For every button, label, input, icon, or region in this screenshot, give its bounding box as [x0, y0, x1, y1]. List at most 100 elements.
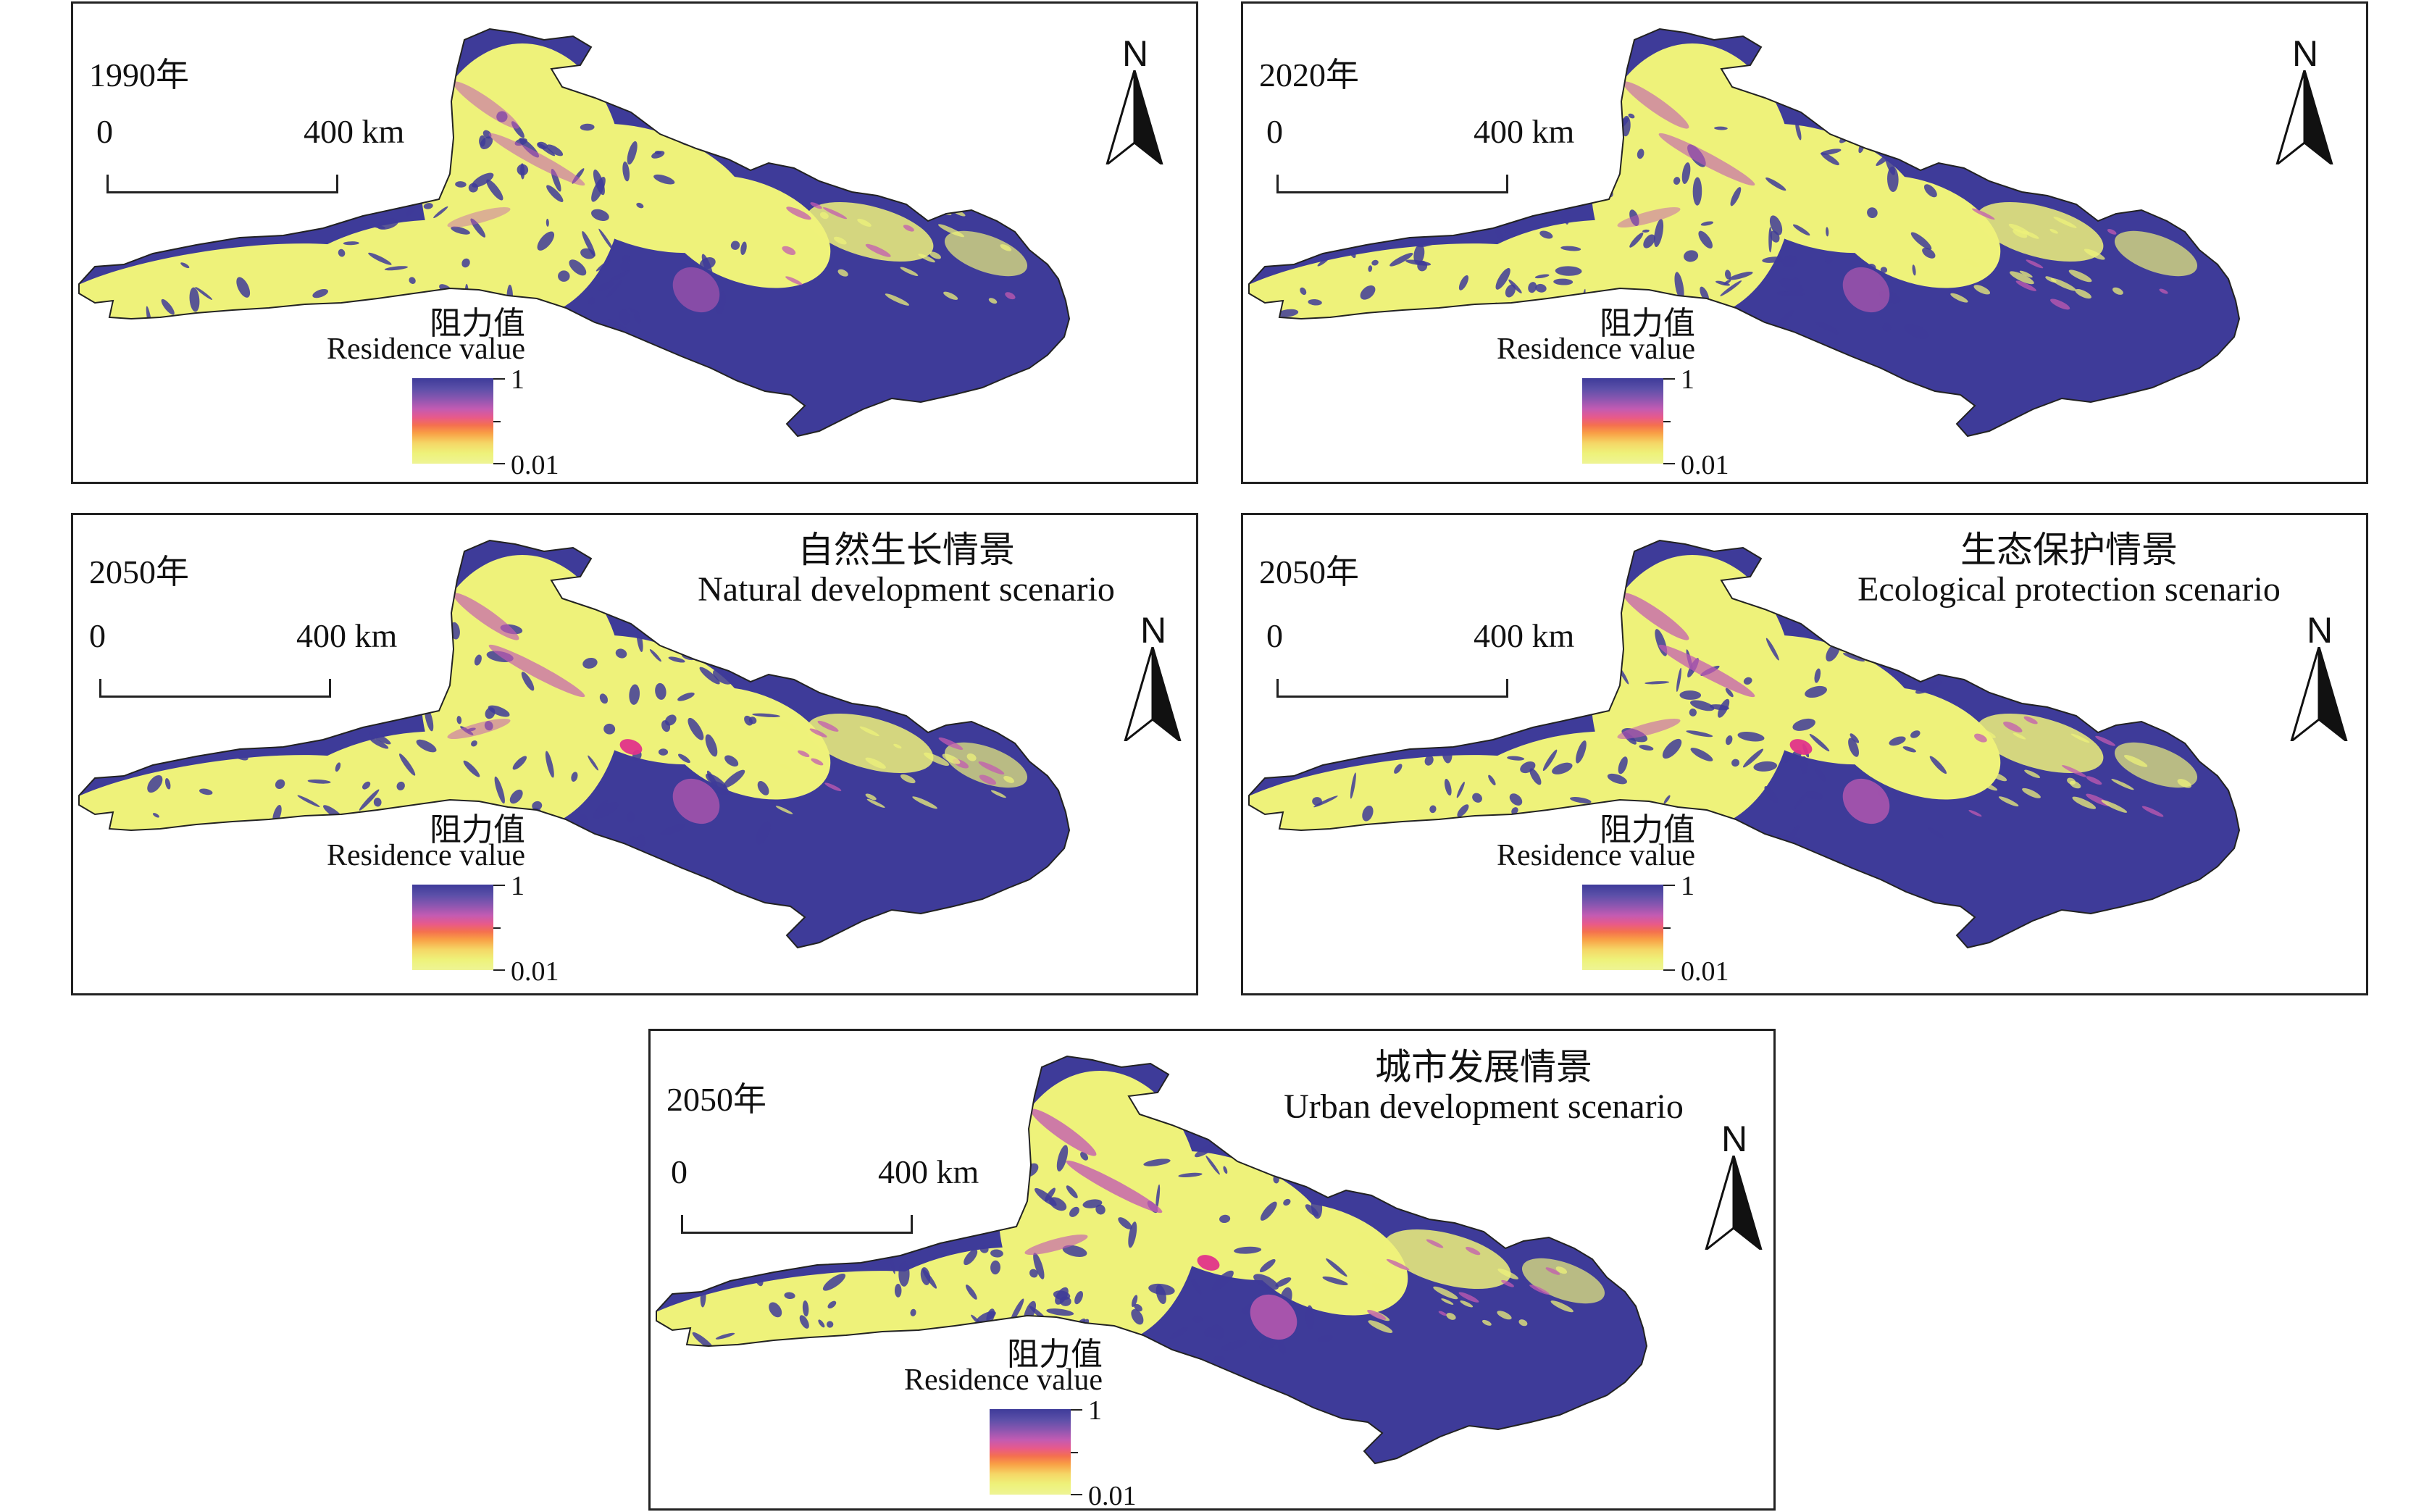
legend-tick-mid — [1663, 927, 1671, 929]
north-letter: N — [2292, 33, 2319, 74]
legend-tick-mid — [493, 421, 501, 422]
legend-tick-mid — [1663, 421, 1671, 422]
scale-bar-line — [1276, 679, 1508, 698]
resistance-map-2020 — [1248, 28, 2241, 438]
legend-max-label: 1 — [511, 364, 524, 395]
north-arrow-icon — [1106, 70, 1163, 164]
legend-tick-high — [493, 378, 505, 380]
scale-start-label: 0 — [671, 1153, 688, 1190]
scale-start-label: 0 — [89, 617, 106, 654]
legend-title-zh: 阻力值 — [430, 812, 525, 848]
legend-title-zh: 阻力值 — [430, 306, 525, 341]
legend-title-en: Residence value — [904, 1363, 1103, 1397]
scale-bar-line — [681, 1215, 913, 1234]
legend: 阻力值 Residence value 1 0.01 — [1497, 297, 1758, 480]
legend-title-zh: 阻力值 — [1007, 1337, 1103, 1372]
north-letter: N — [2307, 610, 2333, 651]
legend-tick-high — [1663, 378, 1675, 380]
legend-max-label: 1 — [1088, 1395, 1102, 1426]
scale-end-label: 400 km — [296, 617, 398, 654]
north-arrow-icon — [1705, 1156, 1763, 1250]
scale-bar: 0 400 km — [89, 617, 397, 698]
legend-min-label: 0.01 — [511, 450, 559, 480]
resistance-map-2050-urban — [656, 1055, 1648, 1465]
map-panel-2020: 2020年 0 400 km N 阻力值 Residence value 1 0… — [1241, 1, 2368, 484]
scale-start-label: 0 — [96, 113, 113, 150]
north-arrow: N — [2286, 609, 2352, 747]
scale-end-label: 400 km — [878, 1153, 979, 1190]
north-arrow: N — [1701, 1118, 1766, 1256]
legend-color-ramp — [990, 1409, 1071, 1495]
scenario-title-zh: 城市发展情景 — [1375, 1047, 1592, 1087]
scale-start-label: 0 — [1266, 617, 1283, 654]
legend-tick-low — [493, 463, 505, 464]
panel-year: 1990年 — [89, 57, 189, 93]
scale-bar-line — [99, 679, 331, 698]
resistance-map-2050-natural — [78, 539, 1071, 949]
scale-start-label: 0 — [1266, 113, 1283, 150]
legend-title-en: Residence value — [327, 333, 526, 366]
scenario-title: 城市发展情景 Urban development scenario — [1223, 1047, 1744, 1127]
legend-tick-high — [493, 885, 505, 886]
legend-title-zh: 阻力值 — [1600, 812, 1695, 848]
region-shape — [656, 1055, 1648, 1465]
scale-bar: 0 400 km — [1266, 617, 1574, 698]
scenario-title: 生态保护情景 Ecological protection scenario — [1801, 530, 2337, 609]
legend-title-en: Residence value — [327, 839, 526, 872]
scenario-title-zh: 生态保护情景 — [1960, 530, 2178, 570]
map-panel-2050-natural: 2050年 自然生长情景 Natural development scenari… — [71, 513, 1198, 995]
north-arrow-icon — [2275, 70, 2333, 164]
map-panel-1990: 1990年 0 400 km N 阻力值 Residence value 1 0… — [71, 1, 1198, 484]
north-arrow: N — [2272, 33, 2337, 170]
scale-end-label: 400 km — [1474, 113, 1575, 150]
scenario-title-en: Natural development scenario — [698, 570, 1115, 609]
legend-color-ramp — [1582, 885, 1663, 970]
scale-end-label: 400 km — [1474, 617, 1575, 654]
panel-year: 2020年 — [1259, 57, 1359, 93]
north-arrow: N — [1102, 33, 1167, 170]
legend-tick-high — [1071, 1409, 1082, 1411]
scenario-title: 自然生长情景 Natural development scenario — [645, 530, 1167, 609]
legend-min-label: 0.01 — [1088, 1481, 1137, 1511]
resistance-map-1990 — [78, 28, 1071, 438]
scenario-title-en: Urban development scenario — [1284, 1087, 1684, 1126]
legend-max-label: 1 — [511, 871, 524, 901]
legend-min-label: 0.01 — [511, 956, 559, 987]
legend-title-zh: 阻力值 — [1600, 306, 1695, 341]
panel-year: 2050年 — [89, 554, 189, 590]
resistance-map-2050-ecological — [1248, 539, 2241, 949]
scale-bar: 0 400 km — [96, 112, 404, 193]
north-letter: N — [1721, 1119, 1748, 1159]
legend: 阻力值 Residence value 1 0.01 — [327, 803, 588, 987]
legend-color-ramp — [412, 378, 493, 464]
panel-year: 2050年 — [666, 1081, 766, 1118]
north-arrow: N — [1120, 609, 1185, 747]
legend-min-label: 0.01 — [1681, 956, 1729, 987]
legend-max-label: 1 — [1681, 364, 1694, 395]
legend-tick-low — [493, 969, 505, 971]
legend-color-ramp — [1582, 378, 1663, 464]
legend-title-en: Residence value — [1497, 333, 1696, 366]
legend-tick-low — [1663, 463, 1675, 464]
legend-tick-mid — [1071, 1452, 1078, 1453]
scale-bar-line — [1276, 175, 1508, 193]
legend-max-label: 1 — [1681, 871, 1694, 901]
legend: 阻力值 Residence value 1 0.01 — [904, 1328, 1165, 1511]
scenario-title-en: Ecological protection scenario — [1857, 570, 2281, 609]
scale-bar: 0 400 km — [671, 1153, 979, 1234]
legend-tick-mid — [493, 927, 501, 929]
north-letter: N — [1140, 610, 1167, 651]
region-shape — [78, 539, 1071, 949]
legend-color-ramp — [412, 885, 493, 970]
north-arrow-icon — [1124, 647, 1182, 741]
north-letter: N — [1122, 33, 1149, 74]
map-panel-2050-urban: 2050年 城市发展情景 Urban development scenario … — [648, 1029, 1776, 1511]
panel-year: 2050年 — [1259, 554, 1359, 590]
legend-title-en: Residence value — [1497, 839, 1696, 872]
scale-bar-line — [106, 175, 338, 193]
legend-tick-low — [1071, 1494, 1082, 1495]
scale-bar: 0 400 km — [1266, 112, 1574, 193]
legend-tick-low — [1663, 969, 1675, 971]
north-arrow-icon — [2290, 647, 2348, 741]
scale-end-label: 400 km — [304, 113, 405, 150]
